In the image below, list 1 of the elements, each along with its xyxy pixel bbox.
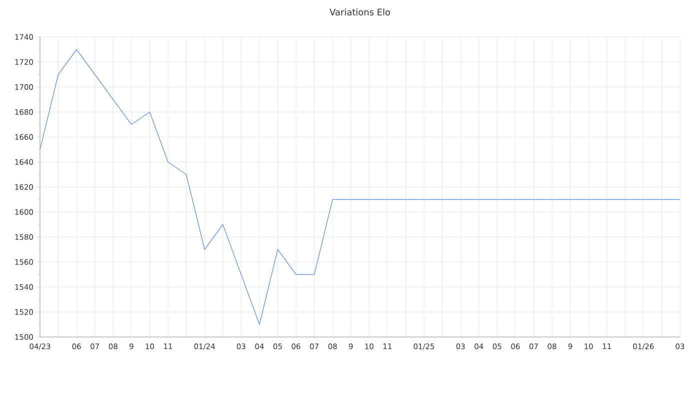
chart-title: Variations Elo: [330, 8, 390, 16]
